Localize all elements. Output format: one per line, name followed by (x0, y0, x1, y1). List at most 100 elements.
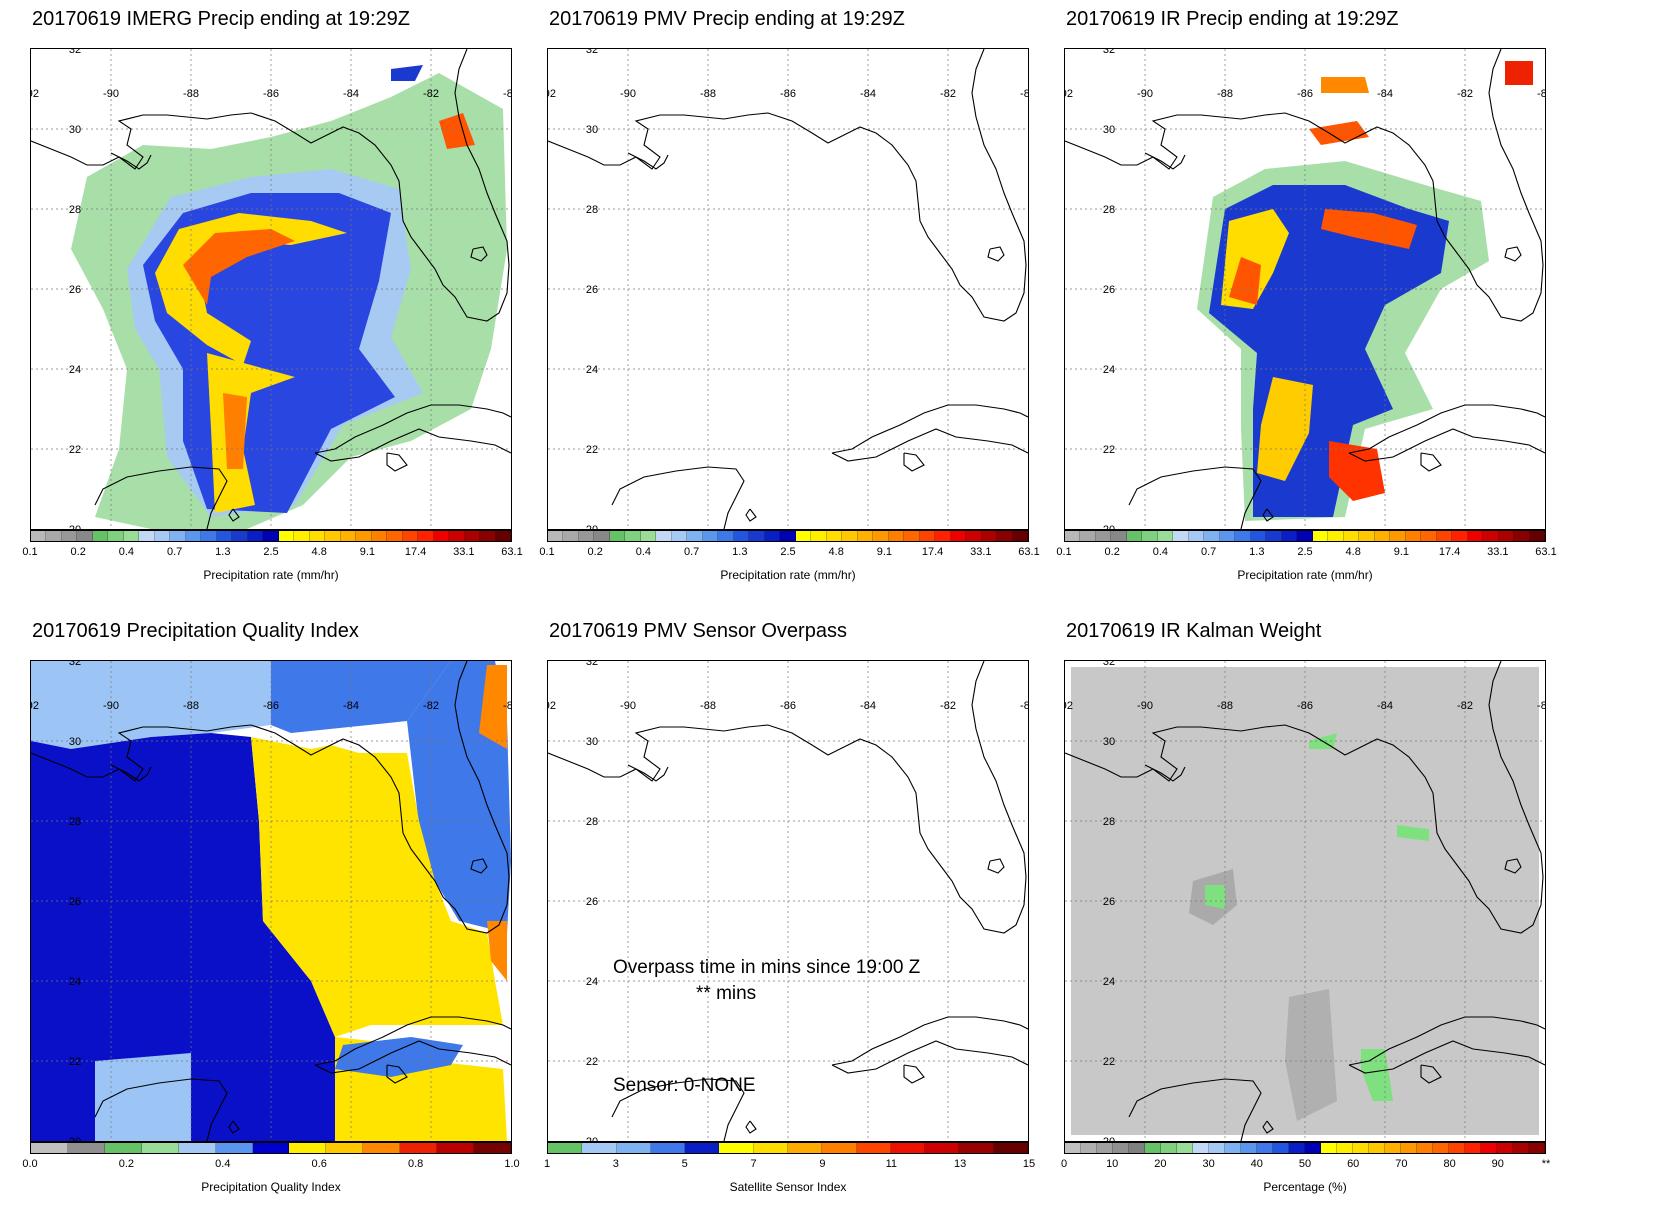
colorbar-cell (1498, 531, 1515, 541)
colorbar-cell (842, 531, 858, 541)
colorbar-ticks: 0 10 20 30 40 50 60 70 80 90 ** (1061, 1158, 1550, 1174)
colorbar-tick-label: 10 (1106, 1158, 1119, 1170)
lon-tick-label: -92 (31, 88, 39, 100)
lat-tick-label: 32 (69, 661, 81, 668)
lon-tick-label: -86 (780, 88, 796, 100)
lon-tick-label: -88 (183, 700, 199, 712)
ir-heavy-south (1257, 377, 1313, 481)
coastline-5 (611, 1078, 745, 1141)
colorbar-cell (1305, 1143, 1321, 1153)
colorbar-tick-label: 0.1 (539, 546, 555, 558)
lat-tick-label: 20 (69, 524, 81, 529)
lat-tick-label: 30 (586, 124, 598, 136)
colorbar-tick-label: 50 (1298, 1158, 1312, 1170)
colorbar-cell (1497, 1143, 1513, 1153)
colorbar-tick-label: 80 (1443, 1158, 1456, 1170)
coastline-5 (611, 466, 745, 529)
colorbar-cell (1012, 531, 1029, 541)
colorbar-tick-label: 9 (819, 1158, 826, 1170)
colorbar-cell (1095, 531, 1112, 541)
colorbar-cell (216, 531, 233, 541)
colorbar-cell (1417, 1143, 1433, 1153)
map-area: -92 -90 -88 -86 -84 -82 -80 32 30 28 26 24 22 20 (30, 48, 512, 530)
lon-tick-label: -82 (1457, 700, 1473, 712)
colorbar-cell (1321, 1143, 1337, 1153)
colorbar-tick-label: 17.4 (1438, 546, 1461, 558)
lon-tick-label: -88 (1217, 88, 1233, 100)
colorbar-cell (1353, 1143, 1369, 1153)
colorbar-cell (474, 1143, 511, 1153)
map-svg: -92 -90 -88 -86 -84 -82 -80 32 30 28 26 24 22 20 (1065, 661, 1545, 1141)
colorbar-cell (733, 531, 750, 541)
colorbar-cell (449, 531, 465, 541)
map-area: -92 -90 -88 -86 -84 -82 -80 32 30 28 26 24 22 20 (547, 660, 1029, 1142)
colorbar-cell (685, 1143, 720, 1153)
colorbar-cell (625, 531, 641, 541)
colorbar-cell (400, 1143, 438, 1153)
ir-band-central (1321, 209, 1417, 249)
colorbar-cell (1374, 531, 1391, 541)
lon-tick-label: -90 (103, 700, 119, 712)
coastline-2 (314, 1016, 511, 1066)
colorbar (1064, 530, 1546, 542)
colorbar-cell (904, 531, 920, 541)
colorbar-label: Precipitation rate (mm/hr) (1237, 568, 1373, 582)
colorbar-tick-label: 70 (1395, 1158, 1408, 1170)
coastline-2 (314, 404, 511, 454)
colorbar-cell (780, 531, 796, 541)
ir-core-west (1229, 257, 1261, 305)
lon-tick-label: -86 (780, 700, 796, 712)
colorbar-tick-label: 7 (750, 1158, 757, 1170)
colorbar-tick-label: 5 (681, 1158, 688, 1170)
ir-cell-panhandle (1309, 121, 1369, 145)
colorbar-cell (671, 531, 688, 541)
colorbar-cell (1481, 1143, 1497, 1153)
kalman-green-west (1205, 885, 1225, 909)
colorbar-cell (1421, 531, 1437, 541)
colorbar-cell (959, 1143, 994, 1153)
colorbar-cell (247, 531, 264, 541)
lat-tick-label: 26 (586, 896, 598, 908)
panel-ir-precip: 20170619 IR Precip ending at 19:29Z -92-… (1056, 0, 1600, 600)
lon-tick-label: -82 (423, 700, 439, 712)
coastline-4 (903, 452, 925, 472)
lon-tick-label: -92 (31, 700, 39, 712)
coastline-6 (745, 1120, 757, 1134)
colorbar-cell (890, 1143, 926, 1153)
colorbar-tick-label: 2.5 (1297, 546, 1313, 558)
lat-tick-label: 20 (1103, 1136, 1115, 1141)
colorbar-cell (687, 531, 703, 541)
colorbar-tick-label: 60 (1347, 1158, 1360, 1170)
colorbar-cell (1225, 1143, 1241, 1153)
colorbar-tick-label: ** (1541, 1158, 1551, 1170)
colorbar-cell (1193, 1143, 1209, 1153)
colorbar-ticks: 0.1 0.2 0.4 0.7 1.3 2.5 4.8 9.1 17.4 33.1 63.1 (539, 546, 1039, 562)
colorbar-cell (326, 1143, 364, 1153)
colorbar-tick-label: 9.1 (359, 546, 376, 558)
lat-tick-label: 24 (69, 364, 81, 376)
colorbar-cell (650, 1143, 686, 1153)
colorbar-cell (185, 531, 202, 541)
colorbar (547, 1142, 1029, 1154)
panel-pmv-precip: 20170619 PMV Precip ending at 19:29Z -92… (539, 0, 1083, 600)
coastline-0 (31, 49, 510, 322)
coastline-7 (470, 858, 488, 874)
colorbar (547, 530, 1029, 542)
colorbar-cell (215, 1143, 253, 1153)
colorbar-cell (1369, 1143, 1385, 1153)
map-area: -92 -90 -88 -86 -84 -82 -80 32 30 28 26 24 22 20 (1064, 660, 1546, 1142)
colorbar-cell (340, 531, 357, 541)
sensor-text: Sensor: 0-NONE (613, 1075, 756, 1096)
colorbar-label: Precipitation rate (mm/hr) (203, 568, 339, 582)
coastline-0 (1065, 661, 1544, 934)
colorbar-cell (997, 531, 1013, 541)
coastline-1 (110, 764, 152, 782)
coastline-0 (548, 661, 1027, 934)
colorbar-cell (31, 531, 47, 541)
colorbar-cell (548, 531, 564, 541)
pqi-light-blue-yucatan (95, 1053, 191, 1141)
map-area: -92 -90 -88 -86 -84 -82 -80 32 30 28 26 24 22 20 (1064, 48, 1546, 530)
lat-tick-label: 32 (586, 661, 598, 668)
colorbar-cell (1113, 1143, 1129, 1153)
colorbar-cell (1433, 1143, 1449, 1153)
